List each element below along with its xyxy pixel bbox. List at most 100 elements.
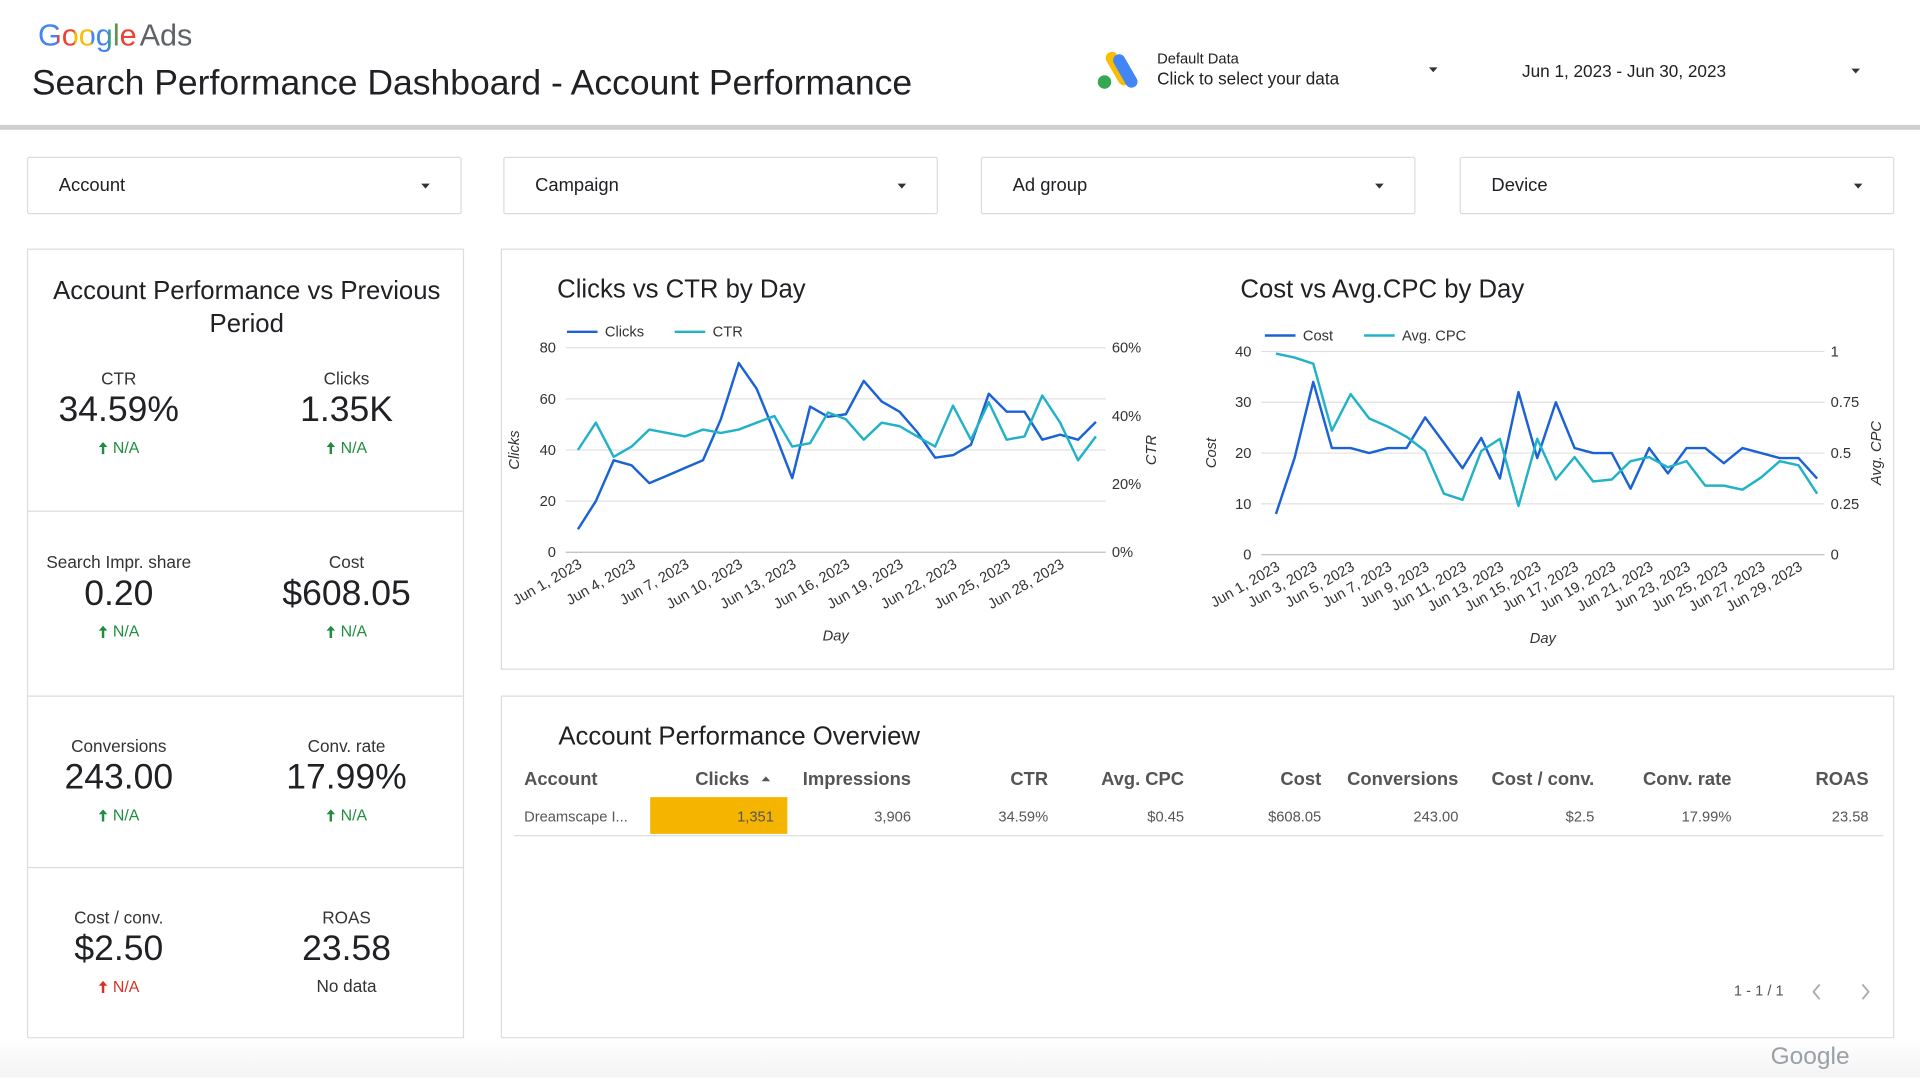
table-cell: 1,351 bbox=[737, 808, 774, 826]
y2-tick-label: 40% bbox=[1112, 409, 1141, 425]
caret bbox=[897, 183, 907, 189]
metric-change: N/A bbox=[326, 622, 367, 640]
y2-tick-label: 0 bbox=[1831, 548, 1839, 564]
column-header[interactable]: Clicks bbox=[695, 768, 750, 790]
metric-label: Conv. rate bbox=[307, 735, 386, 756]
change-text: N/A bbox=[340, 805, 368, 825]
footer-logo: Google bbox=[1770, 1043, 1850, 1071]
series-line bbox=[1274, 380, 1819, 515]
dropdown-caret bbox=[1375, 183, 1384, 189]
table-cell: $0.45 bbox=[1147, 808, 1185, 826]
filter-label: Account bbox=[58, 175, 126, 196]
dropdown-caret bbox=[1428, 67, 1438, 73]
metric-change: N/A bbox=[98, 438, 140, 457]
divider bbox=[28, 866, 463, 869]
legend-label: Clicks bbox=[605, 325, 644, 341]
y2-axis-label: CTR bbox=[1144, 435, 1160, 466]
page-title: Search Performance Dashboard - Account P… bbox=[31, 63, 913, 103]
pager[interactable] bbox=[1807, 981, 1880, 1003]
change-text: N/A bbox=[340, 438, 368, 457]
trend-arrow bbox=[326, 442, 336, 455]
metric-value: 23.58 bbox=[302, 929, 391, 969]
y2-tick-label: 1 bbox=[1831, 344, 1839, 360]
table-panel: Account Performance Overview 1 - 1 / 1 A… bbox=[500, 695, 1895, 1039]
metric-value: 34.59% bbox=[58, 390, 179, 430]
legend-label: CTR bbox=[713, 325, 743, 341]
logo-product: Ads bbox=[140, 18, 193, 52]
column-header[interactable]: Conversions bbox=[1347, 768, 1459, 790]
y-tick-label: 40 bbox=[1235, 344, 1251, 360]
caret bbox=[1375, 183, 1384, 189]
sort-arrow bbox=[761, 776, 771, 782]
y-tick-label: 0 bbox=[1243, 548, 1251, 564]
table-cell: 34.59% bbox=[998, 808, 1049, 826]
metric-value: $2.50 bbox=[74, 929, 164, 969]
data-source-action: Click to select your data bbox=[1157, 68, 1340, 89]
metric-change: N/A bbox=[326, 438, 368, 457]
filter-label: Campaign bbox=[535, 175, 619, 196]
filter-dropdown[interactable]: Ad group bbox=[980, 156, 1416, 215]
row-divider bbox=[514, 835, 1884, 837]
column-header[interactable]: Account bbox=[524, 768, 598, 790]
y-tick-label: 40 bbox=[540, 443, 556, 459]
change-text: N/A bbox=[112, 438, 140, 457]
table-title: Account Performance Overview bbox=[558, 722, 920, 751]
legend-label: Avg. CPC bbox=[1402, 328, 1467, 344]
column-header[interactable]: CTR bbox=[1010, 768, 1049, 790]
footer-bar bbox=[0, 1038, 1920, 1078]
metric-label: CTR bbox=[101, 368, 137, 389]
legend-label: Cost bbox=[1303, 328, 1333, 344]
filter-dropdown[interactable]: Campaign bbox=[503, 156, 938, 215]
column-header[interactable]: Avg. CPC bbox=[1101, 768, 1185, 790]
column-header[interactable]: Cost bbox=[1280, 768, 1322, 790]
metric-change: N/A bbox=[98, 977, 139, 996]
y2-tick-label: 0.75 bbox=[1831, 395, 1860, 411]
chart-title: Cost vs Avg.CPC by Day bbox=[1240, 276, 1524, 304]
dropdown-caret bbox=[897, 183, 907, 189]
series-line bbox=[576, 361, 1097, 530]
column-header[interactable]: ROAS bbox=[1815, 768, 1869, 790]
table-cell: $608.05 bbox=[1268, 808, 1322, 826]
y2-tick-label: 60% bbox=[1112, 341, 1141, 357]
metric-label: ROAS bbox=[322, 907, 371, 927]
scorecard-title: Account Performance vs Previous Period bbox=[53, 276, 441, 338]
change-text: N/A bbox=[340, 622, 368, 641]
x-axis-label: Day bbox=[823, 628, 851, 644]
column-header[interactable]: Conv. rate bbox=[1642, 768, 1732, 790]
divider bbox=[28, 695, 463, 697]
metric-label: Cost / conv. bbox=[74, 907, 164, 927]
metric-value: $608.05 bbox=[282, 574, 411, 614]
date-range-selector[interactable]: Jun 1, 2023 - Jun 30, 2023 bbox=[1512, 54, 1873, 91]
data-source-selector[interactable]: Default Data Click to select your data bbox=[1090, 47, 1445, 96]
metric-change: N/A bbox=[98, 622, 139, 640]
filter-dropdown[interactable]: Device bbox=[1459, 156, 1895, 215]
change-text: N/A bbox=[112, 805, 140, 825]
arrow bbox=[98, 442, 108, 455]
metric-value: 1.35K bbox=[300, 390, 393, 430]
y-tick-label: 0 bbox=[548, 545, 556, 561]
change-text: N/A bbox=[112, 622, 140, 641]
scorecard-panel: Account Performance vs Previous Period C… bbox=[26, 248, 465, 1039]
pagination: 1 - 1 / 1 bbox=[1733, 982, 1784, 1000]
metric-label: Conversions bbox=[71, 735, 167, 756]
y2-tick-label: 0.5 bbox=[1831, 446, 1851, 462]
y-tick-label: 20 bbox=[540, 494, 556, 510]
logo-brand: Google bbox=[38, 18, 137, 52]
arrow bbox=[326, 442, 336, 455]
metric-note: No data bbox=[316, 975, 377, 996]
column-header[interactable]: Impressions bbox=[802, 768, 912, 790]
series-line bbox=[576, 394, 1097, 462]
metric-change: N/A bbox=[326, 806, 367, 824]
filter-dropdown[interactable]: Account bbox=[26, 156, 462, 215]
metric-label: Clicks bbox=[323, 368, 370, 389]
filter-label: Ad group bbox=[1012, 175, 1088, 196]
column-header[interactable]: Cost / conv. bbox=[1491, 768, 1595, 790]
trend-arrow bbox=[98, 442, 108, 455]
divider bbox=[28, 510, 463, 512]
y2-axis-label: Avg. CPC bbox=[1869, 421, 1885, 487]
caret bbox=[1853, 183, 1863, 189]
metric-change: N/A bbox=[98, 806, 139, 824]
metric-value: 0.20 bbox=[84, 574, 154, 614]
table-cell: 3,906 bbox=[874, 808, 912, 826]
